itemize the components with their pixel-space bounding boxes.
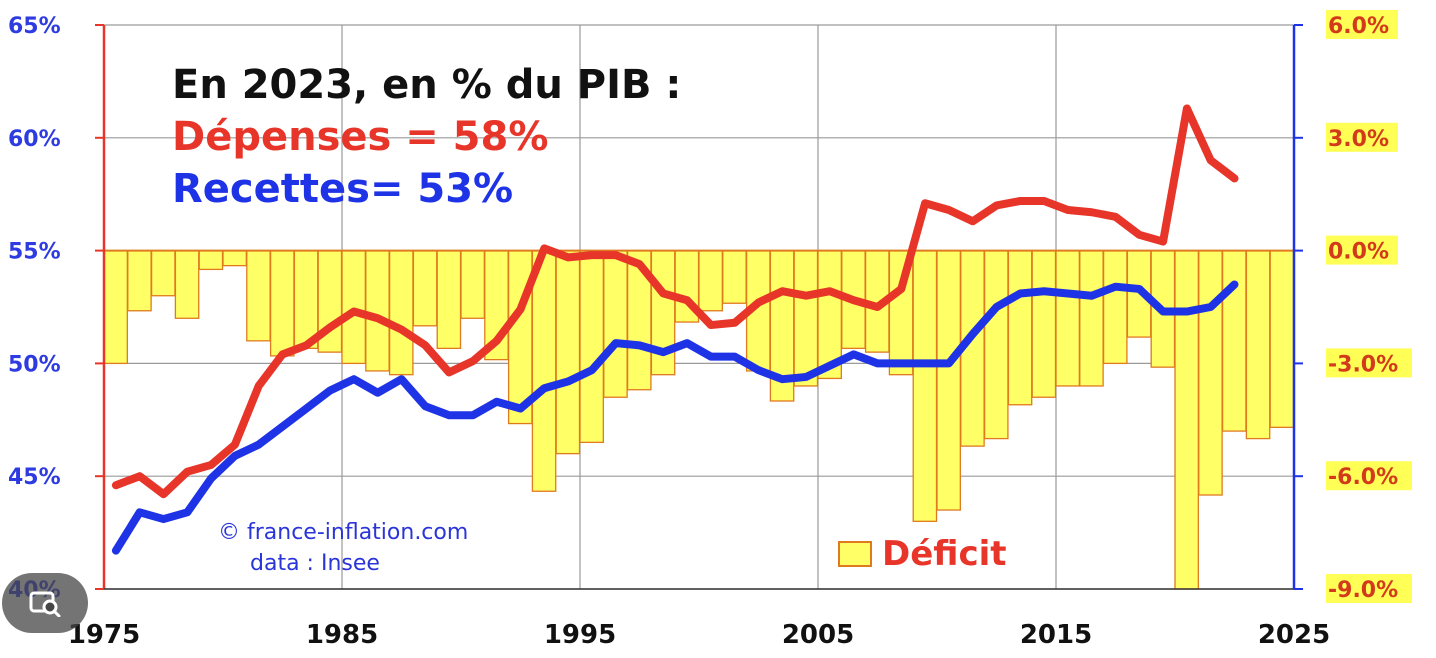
annotation-title: En 2023, en % du PIB : [172,62,682,108]
deficit-bar [246,249,271,342]
deficit-bar [793,249,819,387]
deficit-bar [412,249,438,327]
deficit-bar [103,249,128,365]
left-tick-label: 50% [8,352,61,377]
deficit-bar [127,249,152,312]
deficit-bar [293,249,319,350]
right-tick-label: -6.0% [1328,465,1398,490]
x-tick-label: 1985 [306,620,378,650]
deficit-bar [1079,249,1104,387]
depenses-line [111,104,1239,499]
image-search-icon[interactable] [2,573,88,633]
deficit-bar [555,249,581,455]
credit-data: data : Insee [250,551,380,576]
deficit-bar [460,249,485,319]
series-lines [111,104,1239,555]
right-tick-bg [1326,235,1398,265]
deficit-bar [983,249,1009,440]
right-tick-label: -3.0% [1328,352,1398,377]
right-tick-bg [1326,461,1412,491]
deficit-bar [222,249,247,267]
deficit-bar [1174,249,1199,590]
axes: 40%45%50%55%60%65%-9.0%-6.0%-3.0%0.0%3.0… [8,10,1412,650]
recettes-line [111,280,1239,555]
deficit-bar [722,249,747,304]
deficit-bar [1245,249,1271,440]
credit-source: © france-inflation.com [218,520,469,545]
deficit-bar [1031,249,1057,398]
deficit-bar [579,249,604,444]
x-tick-label: 1995 [544,620,616,650]
left-tick-label: 45% [8,465,61,490]
right-tick-label: 3.0% [1328,127,1389,152]
deficit-bar [1221,249,1247,432]
deficit-bar [174,249,200,319]
x-tick-label: 2005 [782,620,854,650]
right-tick-bg [1326,348,1412,378]
deficit-bar [341,249,366,365]
annotation-recettes: Recettes= 53% [172,166,514,212]
deficit-bar [365,249,390,372]
right-tick-label: -9.0% [1328,578,1398,603]
deficit-bar [936,249,961,511]
deficit-bar [531,249,557,492]
deficit-bar [1055,249,1080,387]
deficit-bar [1007,249,1033,406]
right-tick-bg [1326,574,1412,603]
legend-swatch [838,541,872,567]
x-tick-label: 2025 [1258,620,1330,650]
deficit-bar [198,249,224,271]
left-tick-label: 65% [8,14,61,39]
deficit-bars [103,249,1295,590]
image-search-glyph [29,591,61,617]
deficit-bar [603,249,628,398]
right-tick-bg [1326,10,1398,39]
right-tick-label: 6.0% [1328,14,1389,39]
deficit-bar [1269,249,1295,428]
deficit-bar [912,249,938,522]
annotation-depenses: Dépenses = 58% [172,114,549,160]
deficit-bar [1102,249,1128,365]
deficit-bar [698,249,723,312]
left-tick-label: 60% [8,127,61,152]
deficit-bar [1198,249,1223,496]
deficit-bar [436,249,462,350]
x-tick-label: 2015 [1020,620,1092,650]
deficit-bar [150,249,176,297]
x-tick-label: 1975 [68,620,140,650]
right-tick-bg [1326,122,1398,152]
deficit-bar [388,249,414,376]
left-tick-label: 55% [8,240,61,265]
legend: Déficit [838,534,1007,574]
deficit-bar [269,249,295,357]
right-tick-label: 0.0% [1328,240,1389,265]
legend-label: Déficit [882,534,1007,574]
